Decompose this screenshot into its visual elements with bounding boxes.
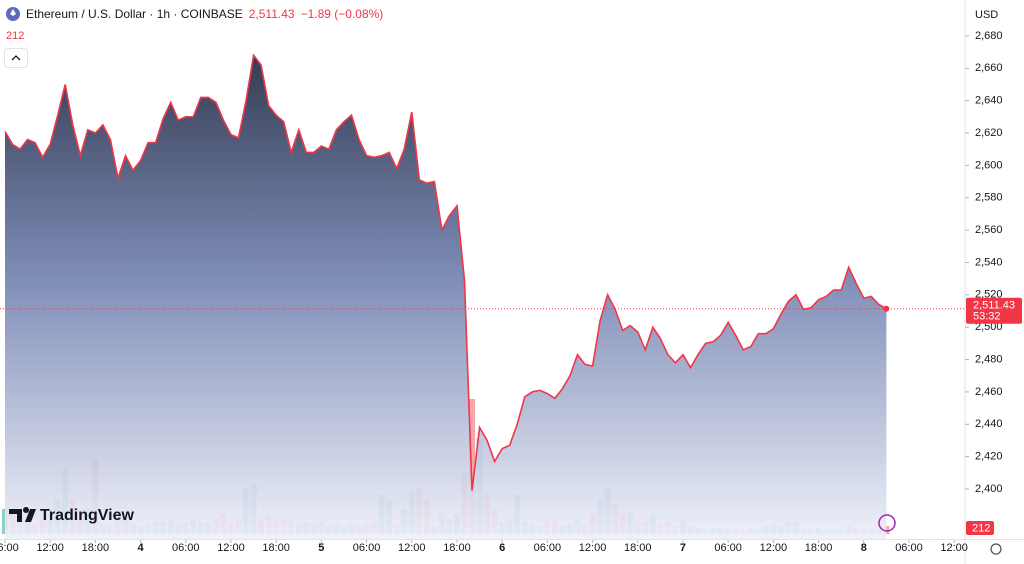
x-tick-label: 12:00 [760, 542, 788, 554]
watermark: TradingView [9, 506, 135, 524]
y-tick-label: 2,540 [975, 256, 1003, 268]
x-tick-label: 4 [138, 542, 145, 554]
y-tick-label: 2,440 [975, 418, 1003, 430]
x-tick-label: 12:00 [940, 542, 968, 554]
price-change: −1.89 (−0.08%) [300, 7, 384, 21]
y-tick-label: 2,500 [975, 321, 1003, 333]
countdown: 53:32 [973, 311, 1001, 323]
collapse-button[interactable] [4, 48, 28, 68]
x-tick-label: 06:00 [714, 542, 742, 554]
price-label-box [966, 297, 1022, 324]
x-tick-label: 06:00 [534, 542, 562, 554]
chevron [11, 55, 21, 61]
y-tick-label: 2,600 [975, 159, 1003, 171]
last-price: 2,511.43 [248, 7, 295, 21]
y-tick-label: 2,420 [975, 451, 1003, 463]
volume-bar [1, 508, 8, 534]
y-tick-label: 2,560 [975, 224, 1003, 236]
watermark-text: TradingView [40, 507, 135, 524]
x-tick-label: 06:00 [353, 542, 381, 554]
symbol: Ethereum / U.S. Dollar · 1h · COINBASE [26, 7, 243, 21]
y-tick-label: 2,660 [975, 62, 1003, 74]
currency: USD [975, 9, 998, 21]
x-tick-label: 12:00 [36, 542, 64, 554]
x-tick-label: 06:00 [895, 542, 923, 554]
y-tick-label: 2,640 [975, 95, 1003, 107]
price-label: 2,511.43 [973, 300, 1015, 312]
volume-readout: 212 [6, 30, 25, 42]
volume-label: 212 [972, 522, 990, 534]
eth-icon [6, 7, 20, 21]
flash-icon[interactable] [878, 514, 896, 532]
x-tick-label: 5 [318, 542, 324, 554]
y-tick-label: 2,400 [975, 483, 1003, 495]
x-tick-label: 18:00 [82, 542, 110, 554]
y-tick-label: 2,620 [975, 127, 1003, 139]
x-tick-label: 18:00 [624, 542, 652, 554]
x-tick-label: 12:00 [217, 542, 245, 554]
x-tick-label: 18:00 [443, 542, 471, 554]
logo-icon [9, 506, 36, 522]
x-tick-label: 12:00 [398, 542, 426, 554]
header: Ethereum / U.S. Dollar · 1h · COINBASE 2… [6, 7, 383, 21]
x-tick-label: 06:00 [172, 542, 200, 554]
x-tick-label: 8 [861, 542, 867, 554]
price-area [5, 55, 887, 541]
volume-bar [469, 398, 476, 534]
y-tick-label: 2,580 [975, 192, 1003, 204]
settings-icon[interactable] [990, 543, 1002, 555]
y-tick-label: 2,680 [975, 30, 1003, 42]
price-line [4, 53, 887, 491]
volume-label-box [966, 521, 994, 535]
x-tick-label: 18:00 [262, 542, 290, 554]
y-tick-label: 2,480 [975, 353, 1003, 365]
x-tick-label: 12:00 [579, 542, 607, 554]
last-point [883, 305, 890, 312]
x-tick-label: 18:00 [805, 542, 833, 554]
x-tick-label: 06:00 [0, 542, 19, 554]
y-tick-label: 2,460 [975, 386, 1003, 398]
x-tick-label: 6 [499, 542, 505, 554]
x-tick-label: 7 [680, 542, 686, 554]
